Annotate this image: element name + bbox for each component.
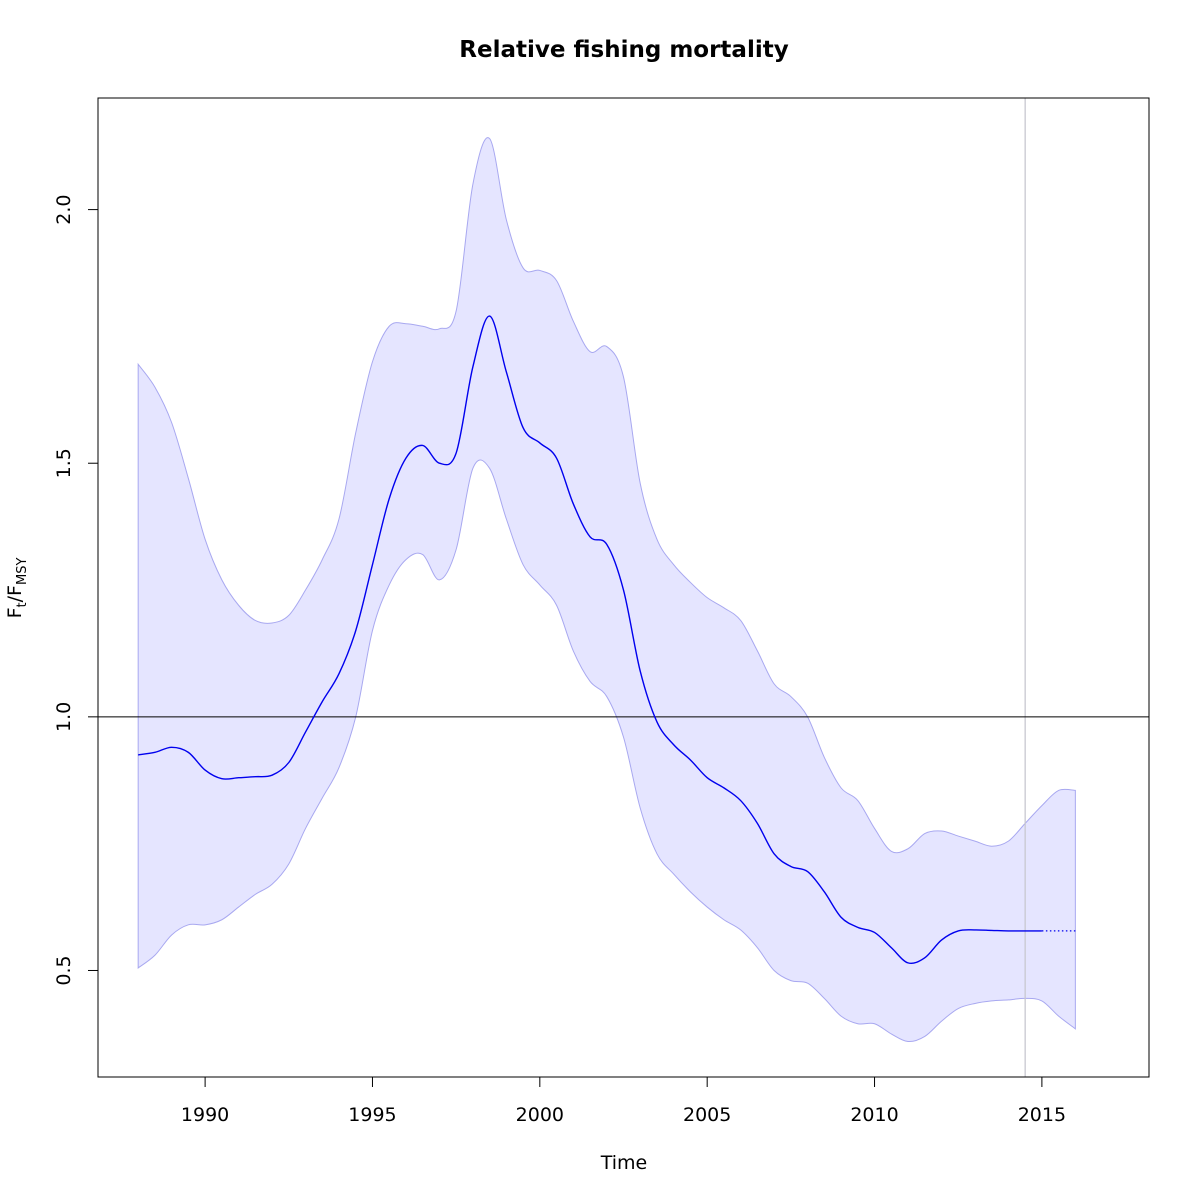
chart-title: Relative fishing mortality	[459, 37, 788, 63]
y-axis-label-sub-msy: MSY	[15, 558, 30, 585]
plot-frame	[97, 97, 1150, 1078]
x-tick-label: 1995	[348, 1104, 396, 1126]
y-tick-label: 2.0	[53, 194, 75, 224]
x-axis-label: Time	[600, 1152, 648, 1174]
x-tick-label: 2010	[850, 1104, 898, 1126]
x-tick-label: 2015	[1018, 1104, 1066, 1126]
confidence-band	[137, 137, 1076, 1043]
y-tick-label: 1.0	[53, 702, 75, 732]
y-tick-label: 0.5	[53, 955, 75, 985]
y-tick-label: 1.5	[53, 448, 75, 478]
x-tick-label: 2005	[683, 1104, 731, 1126]
y-axis-label: Ft/FMSY	[4, 558, 30, 619]
x-tick-label: 1990	[181, 1104, 229, 1126]
y-axis-label-slash-f: /F	[4, 585, 26, 602]
plot-area: 1990 1995 2000 2005 2010 2015 0.5 1.0 1.5 2.0	[53, 97, 1150, 1126]
y-axis-label-f: F	[4, 607, 26, 618]
x-tick-label: 2000	[516, 1104, 564, 1126]
series-line-estimate	[138, 315, 1042, 965]
y-axis-label-sub-t: t	[15, 602, 30, 607]
